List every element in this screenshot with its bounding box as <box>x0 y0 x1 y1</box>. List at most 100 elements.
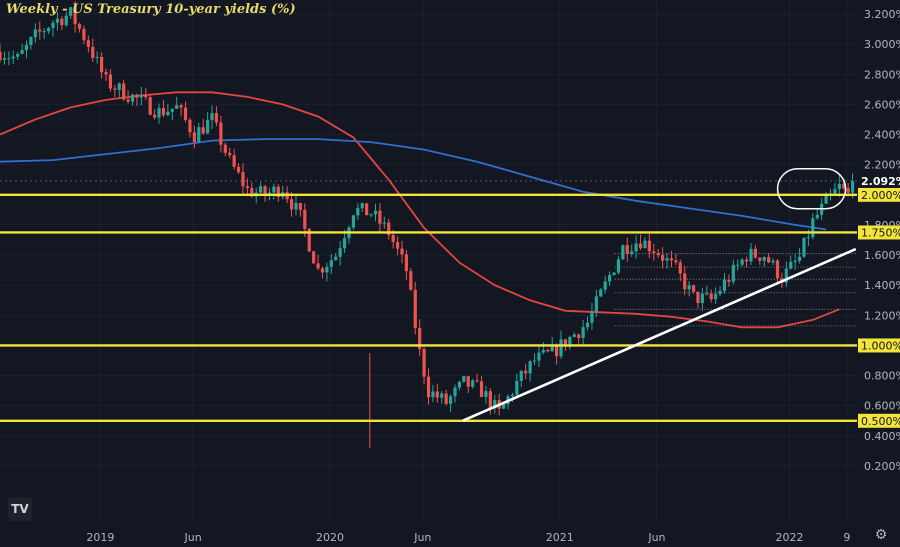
tradingview-logo-icon[interactable]: TV <box>8 497 32 521</box>
y-tick-label: 3.200% <box>864 8 900 21</box>
candle-body <box>630 251 634 254</box>
candle-body <box>241 172 245 187</box>
candle-body <box>113 88 117 90</box>
y-tick-label: 2.200% <box>864 159 900 172</box>
candle-body <box>360 203 364 209</box>
candle-body <box>117 83 121 90</box>
candle-body <box>771 260 775 263</box>
candle-body <box>488 391 492 409</box>
x-tick-label: 2020 <box>316 531 344 544</box>
candle-body <box>228 152 232 156</box>
candle-body <box>559 339 563 357</box>
candle-body <box>555 345 559 357</box>
level-label-background <box>858 225 900 240</box>
candle-body <box>466 376 470 387</box>
candle-body <box>104 72 108 75</box>
candle-body <box>312 251 316 264</box>
candle-body <box>762 257 766 261</box>
candle-body <box>775 260 780 279</box>
candle-body <box>307 228 311 252</box>
candle-body <box>192 132 196 142</box>
candle-body <box>643 240 647 249</box>
last-price-label: 2.092% <box>861 175 900 188</box>
candle-body <box>616 259 621 273</box>
candle-body <box>60 18 64 26</box>
moving-average-line <box>0 138 827 231</box>
candle-body <box>563 339 568 347</box>
candle-body <box>82 28 86 41</box>
candle-body <box>736 264 740 266</box>
candle-body <box>214 113 219 123</box>
gear-icon[interactable]: ⚙ <box>874 527 888 543</box>
candle-body <box>378 210 382 224</box>
candle-body <box>108 74 113 89</box>
chart-title: Weekly - US Treasury 10-year yields (%) <box>6 2 296 17</box>
candle-body <box>413 289 417 328</box>
candle-body <box>793 260 797 262</box>
candle-body <box>153 114 157 118</box>
candle-body <box>634 243 638 252</box>
candle-body <box>519 370 523 381</box>
candle-body <box>608 275 612 282</box>
candle-body <box>11 56 15 59</box>
candle-body <box>259 186 263 193</box>
candle-body <box>568 336 572 347</box>
y-tick-label: 0.200% <box>864 460 900 473</box>
candle-body <box>64 15 68 26</box>
y-tick-label: 2.400% <box>864 129 900 142</box>
moving-average-layer <box>0 91 840 329</box>
candle-body <box>404 254 409 272</box>
candle-body <box>647 240 651 252</box>
candle-body <box>833 189 837 194</box>
candle-body <box>201 127 205 134</box>
candle-body <box>409 271 413 290</box>
candle-body <box>161 107 166 116</box>
x-tick-label: Jun <box>647 531 665 544</box>
candle-body <box>263 186 267 196</box>
candle-body <box>126 99 130 102</box>
candle-body <box>462 376 466 382</box>
candle-body <box>528 361 532 374</box>
candle-body <box>532 360 537 362</box>
level-label-background <box>858 413 900 428</box>
y-tick-label: 3.000% <box>864 38 900 51</box>
candle-body <box>276 186 280 198</box>
candle-body <box>431 391 435 398</box>
candle-body <box>38 29 42 32</box>
candle-body <box>661 255 665 261</box>
candle-body <box>73 7 77 25</box>
candle-body <box>100 56 104 73</box>
candle-body <box>29 37 33 45</box>
candle-body <box>435 391 439 398</box>
trendline <box>462 247 857 422</box>
candle-body <box>797 256 802 261</box>
candle-body <box>811 218 815 238</box>
candle-body <box>789 261 793 269</box>
candle-body <box>731 264 735 282</box>
candle-body <box>130 94 135 102</box>
candle-body <box>272 186 276 193</box>
annotation-layer <box>0 168 857 422</box>
y-tick-label: 2.800% <box>864 68 900 81</box>
candle-body <box>448 396 453 404</box>
candle-body <box>546 350 550 352</box>
level-label-background <box>858 338 900 353</box>
candle-body <box>179 105 183 108</box>
candle-body <box>541 350 545 353</box>
candle-body <box>51 22 55 29</box>
candle-body <box>440 393 444 398</box>
candle-body <box>727 279 731 282</box>
candle-body <box>316 263 320 269</box>
candle-body <box>652 251 656 254</box>
candle-body <box>784 268 788 283</box>
candle-body <box>753 248 757 258</box>
x-tick-label: 9 <box>843 531 850 544</box>
x-tick-label: Jun <box>413 531 431 544</box>
level-label-background <box>858 187 900 202</box>
candle-body <box>621 245 625 260</box>
candle-body <box>356 208 360 216</box>
candle-body <box>683 273 687 290</box>
candle-body <box>86 40 90 47</box>
candle-body <box>714 293 718 300</box>
